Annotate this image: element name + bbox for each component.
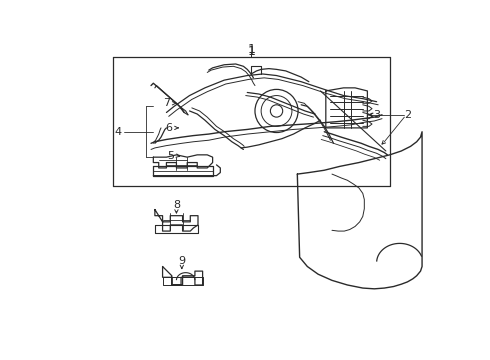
Text: 6: 6 <box>165 123 172 133</box>
Text: 1: 1 <box>247 45 255 58</box>
Text: 5: 5 <box>167 150 174 161</box>
Text: 8: 8 <box>173 200 180 210</box>
Text: 1: 1 <box>247 43 255 56</box>
Text: 9: 9 <box>178 256 185 266</box>
Text: 7: 7 <box>163 98 170 108</box>
Text: 3: 3 <box>373 110 380 120</box>
Text: 4: 4 <box>114 127 122 137</box>
Text: 2: 2 <box>404 110 411 120</box>
